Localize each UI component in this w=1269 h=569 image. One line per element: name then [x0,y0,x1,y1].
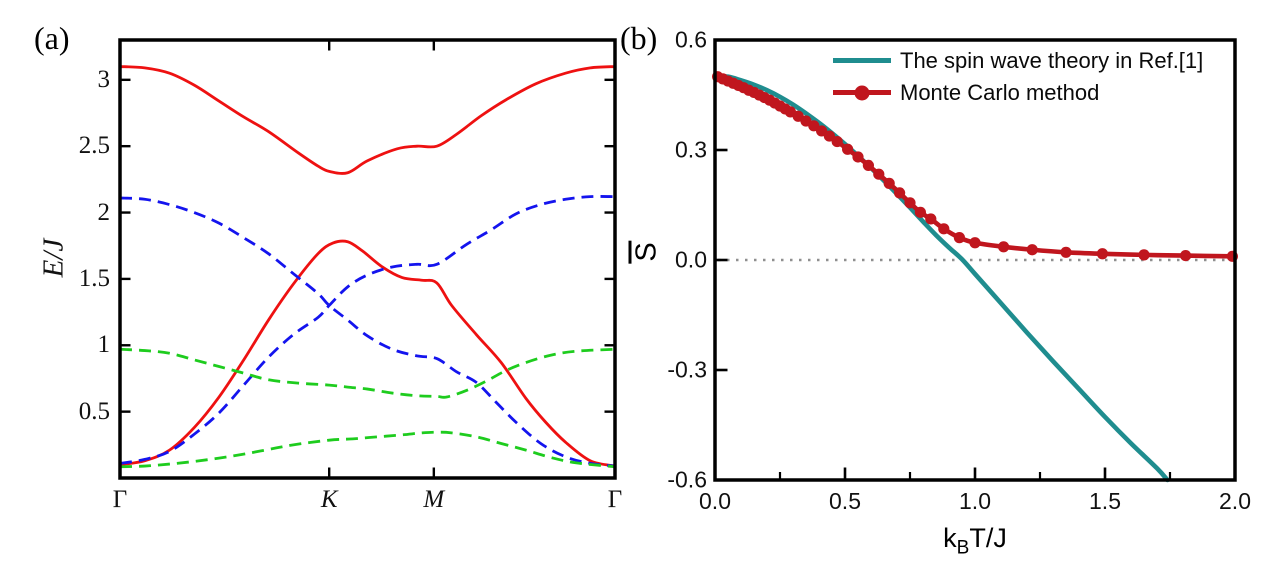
tick-label: 1.0 [959,488,991,514]
spin-wave-line-swatch [833,58,891,63]
panel-b-x-axis-label: kBT/J [943,523,1007,559]
tick-label: 3 [97,65,111,93]
tick-label: Γ [112,486,128,513]
tick-label: 0.5 [829,488,861,514]
tick-label: 2 [97,198,111,226]
panel-b-y-axis-label: S [628,240,663,264]
tick-label: -0.3 [667,356,707,383]
legend-label-monte-carlo: Monte Carlo method [900,79,1100,105]
panel-a-label: (a) [34,20,70,56]
kb-subscript: B [956,537,970,559]
tick-label: 1.5 [1089,488,1121,514]
legend-label-spin-wave: The spin wave theory in Ref.[1] [900,47,1204,73]
tick-label: 1.5 [78,264,110,292]
tick-label: 0.0 [675,246,707,273]
legend-item-monte-carlo: Monte Carlo method [833,78,1203,107]
monte-carlo-line-swatch [833,85,891,100]
tick-label: 2.0 [1219,488,1251,514]
s-bar-symbol: S [628,240,663,264]
tick-label: 0.3 [675,136,707,163]
tick-label: 0.5 [78,397,110,425]
legend: The spin wave theory in Ref.[1] Monte Ca… [833,46,1203,107]
tick-label: 0.6 [675,26,707,53]
tick-label: K [320,486,338,513]
tick-label: 2.5 [78,132,110,160]
tick-label: 0.0 [699,488,731,514]
legend-item-spin-wave: The spin wave theory in Ref.[1] [833,46,1203,75]
kb-symbol: k [943,523,957,553]
tick-label: Γ [607,486,623,513]
monte-carlo-dot-marker [854,85,870,100]
tick-label: -0.6 [667,466,707,493]
panel-a-y-axis-label: E/J [37,238,70,278]
tick-label: M [423,486,445,513]
tick-label: 1 [97,331,111,359]
t-over-j: T/J [969,523,1007,553]
panel-b-label: (b) [620,20,658,56]
